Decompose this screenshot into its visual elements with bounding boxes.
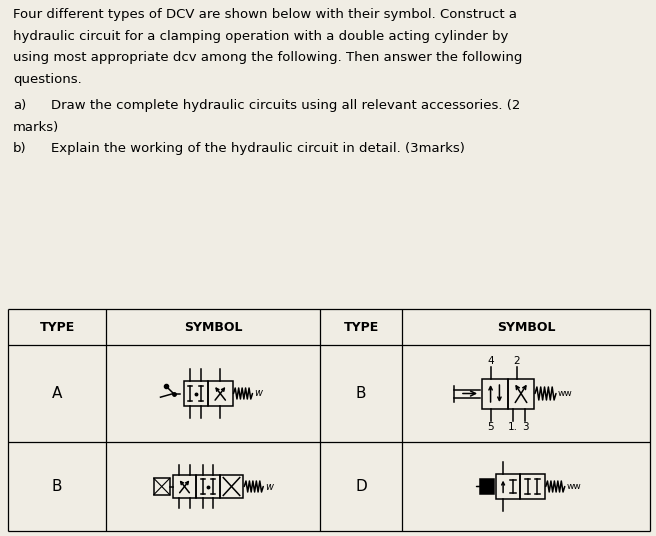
Text: w: w xyxy=(265,481,274,492)
Bar xyxy=(173,475,196,498)
Bar xyxy=(220,475,243,498)
Text: TYPE: TYPE xyxy=(343,321,379,333)
Text: Four different types of DCV are shown below with their symbol. Construct a: Four different types of DCV are shown be… xyxy=(13,8,517,21)
Text: Explain the working of the hydraulic circuit in detail. (3marks): Explain the working of the hydraulic cir… xyxy=(51,142,465,155)
Text: D: D xyxy=(355,479,367,494)
Bar xyxy=(482,378,508,408)
Text: ww: ww xyxy=(567,482,581,491)
Text: TYPE: TYPE xyxy=(39,321,75,333)
Text: 2: 2 xyxy=(513,355,520,366)
Bar xyxy=(496,474,520,499)
Text: SYMBOL: SYMBOL xyxy=(497,321,555,333)
Bar xyxy=(196,475,220,498)
Bar xyxy=(208,381,232,406)
Text: questions.: questions. xyxy=(13,72,82,86)
Bar xyxy=(508,378,534,408)
Text: w: w xyxy=(255,389,262,398)
Text: using most appropriate dcv among the following. Then answer the following: using most appropriate dcv among the fol… xyxy=(13,51,522,64)
Bar xyxy=(154,478,170,495)
Text: Draw the complete hydraulic circuits using all relevant accessories. (2: Draw the complete hydraulic circuits usi… xyxy=(51,99,520,112)
Text: b): b) xyxy=(13,142,27,155)
Text: 5: 5 xyxy=(487,422,494,433)
Text: 1.: 1. xyxy=(508,422,518,433)
Text: SYMBOL: SYMBOL xyxy=(184,321,242,333)
Text: hydraulic circuit for a clamping operation with a double acting cylinder by: hydraulic circuit for a clamping operati… xyxy=(13,29,508,42)
Bar xyxy=(184,381,208,406)
Text: B: B xyxy=(356,386,366,401)
Text: A: A xyxy=(52,386,62,401)
Text: 4: 4 xyxy=(487,355,494,366)
Text: marks): marks) xyxy=(13,121,59,133)
Text: ww: ww xyxy=(558,389,573,398)
Text: B: B xyxy=(52,479,62,494)
Text: a): a) xyxy=(13,99,26,112)
Bar xyxy=(520,474,544,499)
Bar xyxy=(480,479,494,494)
Text: 3: 3 xyxy=(522,422,529,433)
